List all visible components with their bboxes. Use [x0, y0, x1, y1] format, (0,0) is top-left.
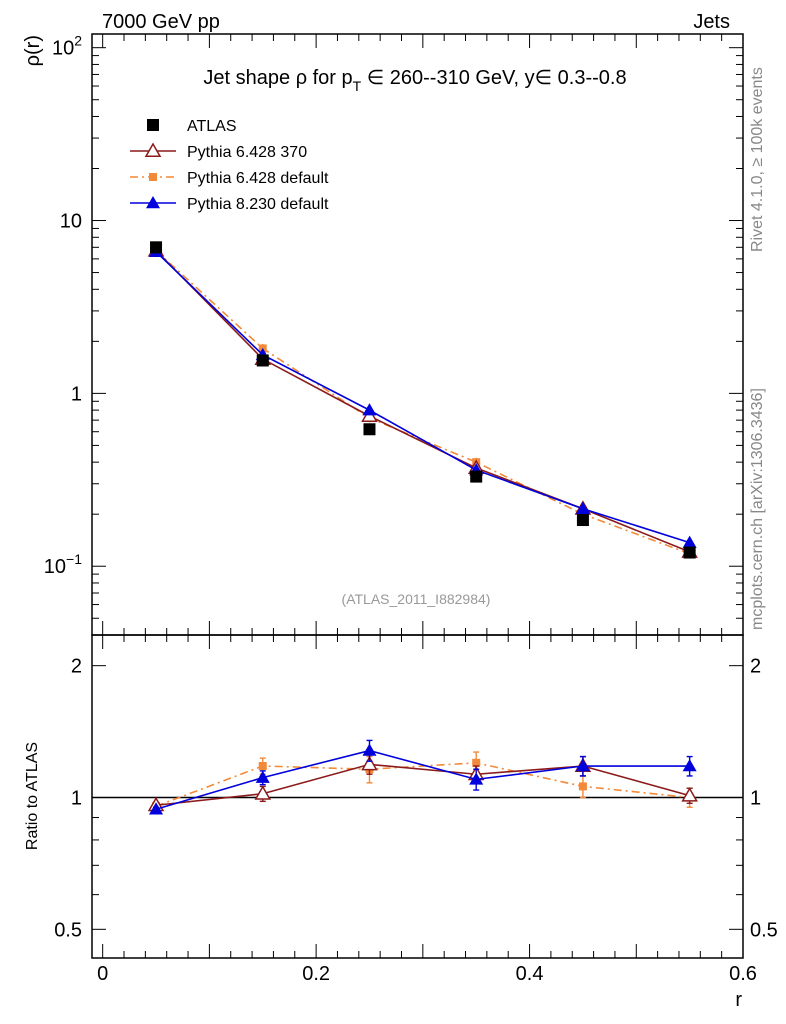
ratio-y-axis-label: Ratio to ATLAS — [24, 742, 41, 850]
main-series-2 — [152, 246, 694, 559]
legend-label: Pythia 6.428 370 — [187, 144, 307, 161]
pythia6-370-point — [681, 787, 698, 802]
ratio-y-tick-label-right: 0.5 — [750, 919, 778, 941]
legend-entry: Pythia 8.230 default — [130, 196, 329, 213]
x-tick-label: 0.6 — [729, 963, 757, 985]
main-y-tick-label-exponent: 2 — [74, 33, 82, 49]
pythia6-default-point — [258, 762, 267, 771]
pythia8-point — [575, 759, 590, 772]
energy-label: 7000 GeV pp — [102, 11, 220, 33]
ratio-series-0 — [147, 754, 698, 812]
pythia6-default-point — [472, 758, 481, 767]
legend-label: Pythia 6.428 default — [187, 170, 329, 187]
mcplots-reference-label: mcplots.cern.ch [arXiv:1306.3436] — [749, 388, 766, 630]
ratio-panel: 0 0.2 0.4 0.6 2 2 1 1 0.5 0.5 Ratio to ATLAS r — [24, 634, 778, 1011]
analysis-label: (ATLAS_2011_I882984) — [342, 591, 491, 607]
legend-label: Pythia 8.230 default — [187, 196, 329, 213]
main-series-line — [155, 250, 690, 555]
main-y-tick-label: 1 — [71, 383, 82, 405]
main-y-tick-label: 10 — [60, 211, 82, 233]
x-tick-label: 0 — [97, 963, 108, 985]
atlas-data-point — [256, 354, 269, 367]
pythia6-370-point — [361, 755, 378, 771]
ratio-series-line — [155, 762, 690, 807]
main-y-tick-label-base: 1 — [71, 383, 82, 405]
ratio-axis-ticks: 0 0.2 0.4 0.6 2 2 1 1 0.5 0.5 — [54, 635, 778, 985]
main-series-line — [155, 250, 690, 553]
legend-label: ATLAS — [187, 118, 237, 135]
main-y-tick-label-base: 10 — [60, 211, 82, 233]
plot-title-suffix: ∈ 260--310 GeV, y∈ 0.3--0.8 — [361, 67, 626, 89]
main-y-tick-label-exponent: −1 — [66, 551, 82, 567]
main-y-tick-label: 10−1 — [44, 551, 82, 578]
x-axis-label: r — [735, 989, 742, 1011]
pythia8-point — [682, 759, 697, 772]
pythia8-point — [255, 770, 270, 783]
main-series-line — [155, 251, 690, 544]
main-series-1 — [147, 242, 698, 558]
pythia6-370-point — [254, 785, 272, 800]
atlas-data-point — [147, 119, 159, 131]
ratio-y-tick-label-left: 1 — [71, 787, 82, 809]
main-series-3 — [149, 244, 697, 548]
x-tick-label: 0.2 — [302, 963, 330, 985]
legend-entry: Pythia 6.428 default — [130, 170, 329, 187]
plot-title: Jet shape ρ for pT ∈ 260--310 GeV, y∈ 0.… — [203, 67, 626, 94]
ratio-series-line — [155, 749, 690, 811]
pythia6-default-point — [149, 173, 157, 181]
y-axis-label: ρ(r) — [22, 35, 44, 66]
pythia8-point — [469, 772, 484, 785]
atlas-data-point — [683, 546, 696, 559]
legend: ATLAS Pythia 6.428 370 Pythia 6.428 defaul… — [130, 118, 329, 213]
rivet-version-label: Rivet 4.1.0, ≥ 100k events — [749, 67, 766, 252]
main-series-0 — [150, 241, 696, 559]
ratio-y-tick-label-left: 2 — [71, 656, 82, 678]
ratio-series-1 — [152, 751, 694, 811]
x-tick-label: 0.4 — [516, 963, 544, 985]
legend-entry: Pythia 6.428 370 — [130, 142, 307, 161]
pythia8-point — [682, 535, 697, 548]
plot-title-subscript: T — [353, 78, 362, 94]
legend-entry: ATLAS — [147, 118, 237, 135]
main-series — [147, 241, 698, 559]
pythia8-point — [149, 802, 164, 815]
ratio-y-tick-label-right: 1 — [750, 787, 761, 809]
plot-title-prefix: Jet shape ρ for p — [203, 67, 352, 89]
pythia6-370-point — [144, 142, 162, 157]
main-y-tick-label-base: 10 — [52, 38, 74, 60]
ratio-y-tick-label-left: 0.5 — [54, 919, 82, 941]
atlas-data-point — [150, 241, 163, 254]
atlas-data-point — [576, 514, 589, 527]
ratio-series-line — [155, 763, 690, 807]
pythia6-default-point — [578, 782, 587, 791]
pythia8-point — [362, 403, 377, 416]
main-y-tick-label-base: 10 — [44, 556, 66, 578]
pythia8-point — [362, 743, 377, 756]
ratio-panel-frame — [91, 634, 744, 959]
pythia8-point — [146, 196, 160, 209]
process-label: Jets — [693, 11, 730, 33]
ratio-series — [147, 739, 698, 815]
atlas-data-point — [470, 470, 483, 483]
main-y-tick-label: 102 — [52, 33, 82, 60]
atlas-data-point — [363, 423, 376, 436]
pythia8-point — [575, 501, 590, 515]
ratio-y-tick-label-right: 2 — [750, 656, 761, 678]
ratio-series-2 — [149, 739, 697, 815]
